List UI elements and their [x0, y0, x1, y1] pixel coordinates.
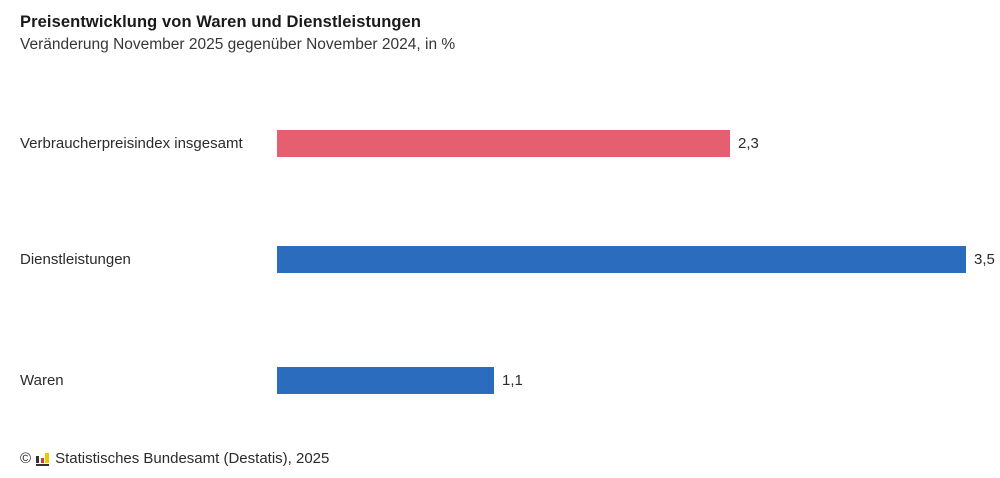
category-label: Waren [20, 372, 64, 389]
source-line: © Statistisches Bundesamt (Destatis), 20… [20, 448, 329, 468]
chart-subtitle: Veränderung November 2025 gegenüber Nove… [20, 36, 456, 53]
category-label: Verbraucherpreisindex insgesamt [20, 135, 243, 152]
bar-dienstleistungen[interactable] [277, 246, 966, 273]
category-label: Dienstleistungen [20, 251, 131, 268]
destatis-column-chart-icon [36, 450, 50, 466]
value-label: 2,3 [738, 135, 759, 152]
bar-row: Waren 1,1 [0, 367, 1000, 394]
source-text: Statistisches Bundesamt (Destatis), 2025 [55, 449, 330, 467]
value-label: 1,1 [502, 372, 523, 389]
bar-waren[interactable] [277, 367, 494, 394]
bar-row: Dienstleistungen 3,5 [0, 246, 1000, 273]
chart-title: Preisentwicklung von Waren und Dienstlei… [20, 13, 422, 31]
value-label: 3,5 [974, 251, 995, 268]
bar-row: Verbraucherpreisindex insgesamt 2,3 [0, 130, 1000, 157]
bar-verbraucherpreisindex[interactable] [277, 130, 730, 157]
copyright-symbol: © [20, 449, 32, 467]
